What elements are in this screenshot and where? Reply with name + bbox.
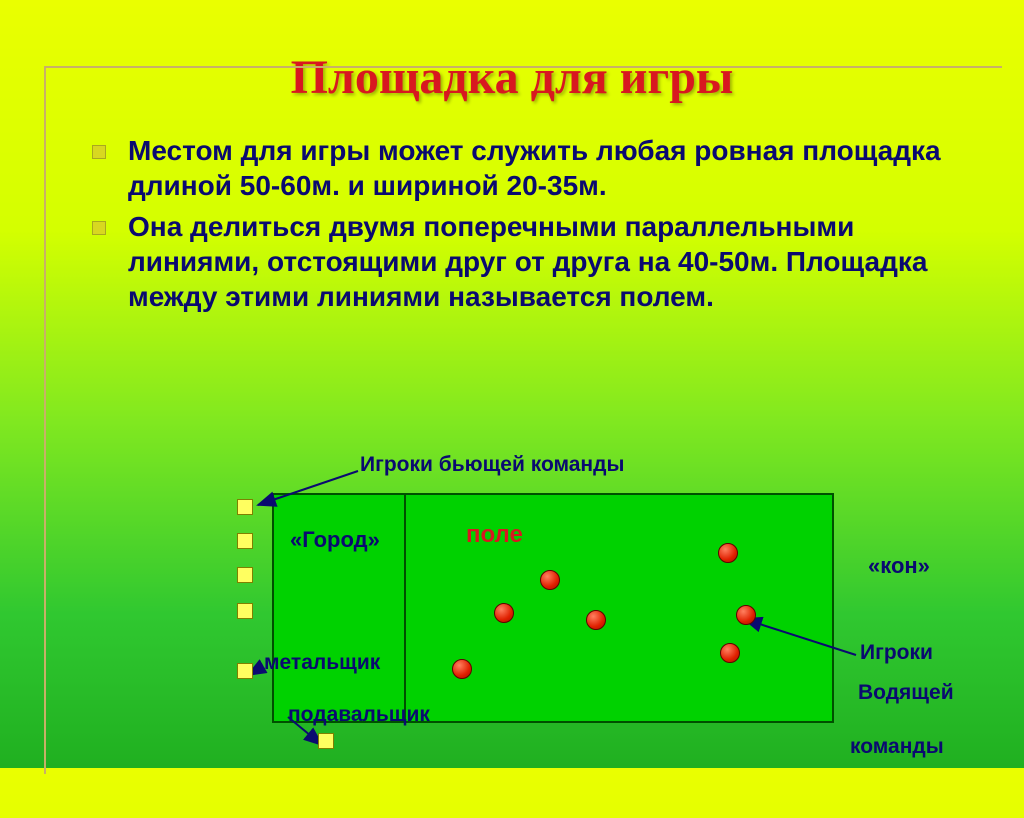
driver-marker [494,603,514,623]
label-thrower: метальщик [264,651,380,675]
label-drivers-3: команды [850,735,944,759]
driver-marker [720,643,740,663]
attacker-marker [237,567,253,583]
attacker-marker [318,733,334,749]
attacker-marker [237,663,253,679]
driver-marker [452,659,472,679]
driver-marker [586,610,606,630]
attacker-marker [237,499,253,515]
label-city: «Город» [290,527,380,553]
attacker-marker [237,533,253,549]
label-field: поле [466,521,523,549]
label-drivers-2: Водящей [858,681,954,705]
label-attackers: Игроки бьющей команды [360,453,624,477]
driver-marker [540,570,560,590]
label-kon: «кон» [868,553,930,579]
label-drivers-1: Игроки [860,641,933,665]
driver-marker [736,605,756,625]
field-diagram: Игроки бьющей команды «Город» поле «кон»… [0,445,1024,805]
label-feeder: подавальщик [288,703,430,727]
field-divider-line [404,495,406,721]
driver-marker [718,543,738,563]
attacker-marker [237,603,253,619]
